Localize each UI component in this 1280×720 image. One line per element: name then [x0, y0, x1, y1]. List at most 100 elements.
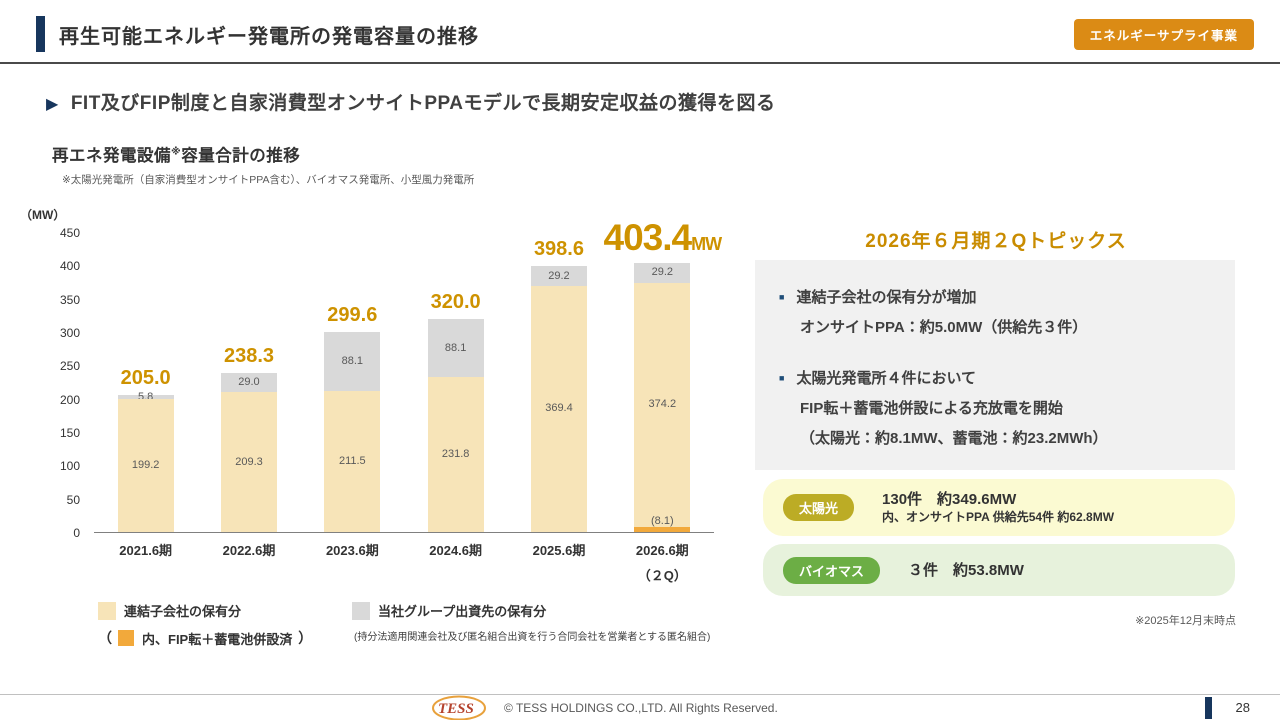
y-tick-label: 200 — [59, 392, 80, 407]
chart-title-prefix: 再エネ発電設備 — [52, 147, 171, 165]
bar-segment-group: 29.0 — [220, 373, 277, 393]
legend-swatch-group — [352, 601, 370, 620]
page-number-group: 28 — [1204, 696, 1250, 719]
topics-title: 2026年６月期２Qトピックス — [865, 231, 1127, 252]
bar-total-label: 403.4MW — [603, 217, 723, 259]
copyright-text: © TESS HOLDINGS CO.,LTD. All Rights Rese… — [504, 700, 778, 715]
y-axis-unit-label: （MW） — [20, 208, 66, 222]
chart-title: 再エネ発電設備※容量合計の推移 — [52, 142, 300, 166]
lead-text: FIT及びFIP制度と自家消費型オンサイトPPAモデルで長期安定収益の獲得を図る — [70, 93, 776, 114]
bar-segment-group: 29.2 — [530, 266, 587, 286]
bar-total-label: 205.0 — [120, 367, 171, 390]
bar-total-label: 238.3 — [223, 345, 275, 368]
chart-footnote: ※太陽光発電所（自家消費型オンサイトPPA含む）、バイオマス発電所、小型風力発電… — [62, 174, 475, 186]
slide-header: 再生可能エネルギー発電所の発電容量の推移 エネルギーサプライ事業 — [36, 14, 1254, 54]
chart-bar: 88.1 211.5 — [324, 332, 381, 532]
y-tick-label: 300 — [59, 326, 80, 340]
legend-swatch-fip — [118, 630, 134, 646]
segment-value-label: 88.1 — [444, 341, 467, 354]
legend-item-subsidiary: 連結子会社の保有分 — [98, 601, 241, 620]
topic-line: FIP転＋蓄電池併設による充放電を開始 — [800, 400, 1063, 417]
biomass-summary-line1: ３件 約53.8MW — [908, 561, 1024, 579]
svg-text:TESS: TESS — [438, 701, 474, 717]
chart-title-footnote-mark: ※ — [171, 146, 182, 158]
y-tick-label: 350 — [59, 292, 80, 307]
topic-line: （太陽光：約8.1MW、蓄電池：約23.2MWh） — [800, 430, 1108, 447]
legend-fip-close-paren: ） — [298, 630, 313, 646]
biomass-badge: バイオマス — [783, 556, 881, 584]
bar-segment-subsidiary: 231.8 — [427, 377, 484, 532]
bar-segment-fip: (8.1) — [634, 515, 691, 532]
chart-y-axis: 0 50 100 150 200 250 300 350 400 450 — [36, 227, 86, 539]
lead-statement: ▶ FIT及びFIP制度と自家消費型オンサイトPPAモデルで長期安定収益の獲得を図… — [46, 88, 776, 115]
chart-title-suffix: 容量合計の推移 — [181, 147, 301, 165]
y-tick-label: 150 — [59, 426, 80, 440]
chart-bar-group: 238.3 29.0 209.3 — [197, 233, 300, 532]
segment-value-label: 29.0 — [238, 376, 260, 389]
title-accent-bar — [36, 16, 45, 52]
square-bullet-icon: ■ — [779, 373, 785, 383]
legend-label-fip: 内、FIP転＋蓄電池併設済 — [142, 631, 293, 647]
segment-value-label: 209.3 — [235, 455, 263, 468]
y-tick-label: 400 — [59, 259, 80, 274]
y-tick-label: 0 — [73, 526, 80, 540]
tess-logo-graphic: TESS — [432, 695, 486, 720]
segment-value-label: 88.1 — [341, 355, 364, 368]
x-tick-label: 2022.6期 — [222, 543, 276, 558]
page-title: 再生可能エネルギー発電所の発電容量の推移 — [59, 25, 479, 48]
chart-bar: 29.2 369.4 — [530, 266, 587, 532]
topics-box: ■ 連結子会社の保有分が増加 オンサイトPPA：約5.0MW（供給先３件） ■ 太陽… — [755, 260, 1235, 470]
x-tick-label: 2021.6期 — [119, 543, 173, 558]
legend-item-group: 当社グループ出資先の保有分 — [352, 601, 546, 620]
capacity-stacked-bar-chart: 0 50 100 150 200 250 300 350 400 450 205.0 5.8 199.… — [36, 219, 736, 603]
segment-value-label: 211.5 — [338, 455, 366, 467]
biomass-summary-text: ３件 約53.8MW — [908, 560, 1024, 581]
solar-summary-line1: 130件 約349.6MW — [882, 491, 1017, 509]
chart-bar-group: 205.0 5.8 199.2 — [94, 233, 197, 532]
tess-logo: TESS — [432, 695, 490, 720]
bar-segment-subsidiary: 374.2 — [634, 282, 691, 527]
bar-segment-subsidiary: 199.2 — [117, 399, 174, 532]
topic-line: ■ 連結子会社の保有分が増加 — [779, 282, 1211, 313]
segment-value-label: 199.2 — [131, 459, 160, 472]
chart-bar-group: 398.6 29.2 369.4 — [507, 233, 610, 532]
chart-x-axis: 2021.6期 2022.6期 2023.6期 2024.6期 2025.6期 2026.… — [94, 539, 714, 588]
topic-text: 連結子会社の保有分が増加 — [796, 289, 977, 306]
x-tick-label: 2024.6期 — [429, 543, 483, 558]
chart-bar: 29.0 209.3 — [220, 373, 277, 532]
square-bullet-icon: ■ — [779, 292, 785, 302]
segment-value-label: 29.2 — [548, 269, 570, 282]
y-tick-label: 100 — [59, 459, 80, 474]
bar-total-label: 398.6 — [533, 238, 584, 261]
bar-segment-subsidiary: 211.5 — [324, 391, 381, 532]
segment-value-label: 5.8 — [138, 390, 154, 403]
topic-text: 太陽光発電所４件において — [796, 370, 976, 387]
solar-badge: 太陽光 — [783, 494, 855, 521]
bar-segment-subsidiary: 369.4 — [530, 285, 587, 532]
solar-summary-box: 太陽光 130件 約349.6MW 内、オンサイトPPA 供給先54件 約62.… — [763, 479, 1235, 536]
topic-item: ■ 太陽光発電所４件において FIP転＋蓄電池併設による充放電を開始 （太陽光：約… — [779, 363, 1211, 454]
page-number: 28 — [1235, 700, 1250, 715]
segment-value-label: 374.2 — [648, 398, 677, 411]
chart-bar-group: 299.6 88.1 211.5 — [301, 233, 404, 532]
business-segment-badge: エネルギーサプライ事業 — [1073, 18, 1254, 50]
slide-footer: TESS © TESS HOLDINGS CO.,LTD. All Rights… — [0, 695, 1280, 720]
topic-item: ■ 連結子会社の保有分が増加 オンサイトPPA：約5.0MW（供給先３件） — [779, 282, 1211, 343]
segment-value-label: 29.2 — [651, 266, 673, 279]
legend-swatch-subsidiary — [98, 601, 116, 620]
x-tick-sublabel: （２Q） — [637, 567, 687, 583]
legend-group-footnote: (持分法適用関連会社及び匿名組合出資を行う合同会社を営業者とする匿名組合) — [354, 632, 711, 643]
footer-divider — [0, 694, 1280, 695]
page-number-accent-bar — [1204, 696, 1212, 719]
legend-item-fip: （ 内、FIP転＋蓄電池併設済 ） — [92, 628, 318, 648]
chart-plot-area: 205.0 5.8 199.2 238.3 29.0 209.3 299.6 88.1 211.… — [94, 219, 722, 533]
x-tick-label: 2023.6期 — [325, 543, 379, 558]
chart-bar: 29.2 374.2 (8.1) — [634, 263, 691, 532]
bar-segment-group: 88.1 — [427, 318, 484, 378]
legend-fip-open-paren: （ — [98, 630, 112, 646]
segment-value-label: 231.8 — [441, 448, 470, 461]
bar-total-label: 320.0 — [430, 290, 481, 313]
solar-summary-line2: 内、オンサイトPPA 供給先54件 約62.8MW — [882, 510, 1115, 525]
topic-line: ■ 太陽光発電所４件において — [779, 363, 1211, 394]
